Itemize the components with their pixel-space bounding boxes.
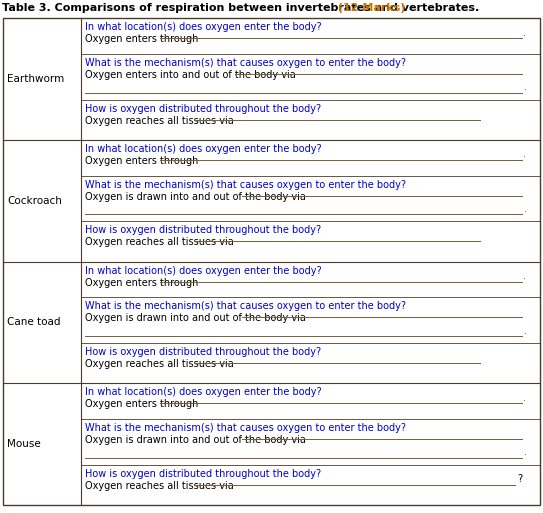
Text: How is oxygen distributed throughout the body?: How is oxygen distributed throughout the…	[85, 347, 321, 357]
Text: Oxygen reaches all tissues via: Oxygen reaches all tissues via	[85, 238, 233, 247]
Text: Oxygen enters into and out of the body via: Oxygen enters into and out of the body v…	[85, 70, 296, 80]
Text: Oxygen reaches all tissues via: Oxygen reaches all tissues via	[85, 115, 233, 126]
Text: Oxygen reaches all tissues via: Oxygen reaches all tissues via	[85, 481, 233, 491]
Text: Oxygen enters through: Oxygen enters through	[85, 156, 198, 166]
Text: Oxygen is drawn into and out of the body via: Oxygen is drawn into and out of the body…	[85, 313, 306, 323]
Text: Table 3. Comparisons of respiration between invertebrates and vertebrates.: Table 3. Comparisons of respiration betw…	[2, 3, 479, 13]
Text: What is the mechanism(s) that causes oxygen to enter the body?: What is the mechanism(s) that causes oxy…	[85, 58, 406, 68]
Text: In what location(s) does oxygen enter the body?: In what location(s) does oxygen enter th…	[85, 22, 321, 32]
Text: Oxygen enters through: Oxygen enters through	[85, 278, 198, 287]
Text: In what location(s) does oxygen enter the body?: In what location(s) does oxygen enter th…	[85, 266, 321, 275]
Text: What is the mechanism(s) that causes oxygen to enter the body?: What is the mechanism(s) that causes oxy…	[85, 423, 406, 433]
Text: In what location(s) does oxygen enter the body?: In what location(s) does oxygen enter th…	[85, 387, 321, 397]
Text: In what location(s) does oxygen enter the body?: In what location(s) does oxygen enter th…	[85, 144, 321, 154]
Text: .: .	[524, 204, 527, 214]
Text: .: .	[524, 82, 527, 92]
Text: Cane toad: Cane toad	[7, 318, 60, 327]
Text: What is the mechanism(s) that causes oxygen to enter the body?: What is the mechanism(s) that causes oxy…	[85, 180, 406, 190]
Text: How is oxygen distributed throughout the body?: How is oxygen distributed throughout the…	[85, 225, 321, 235]
Text: Oxygen is drawn into and out of the body via: Oxygen is drawn into and out of the body…	[85, 192, 306, 202]
Text: Oxygen is drawn into and out of the body via: Oxygen is drawn into and out of the body…	[85, 435, 306, 445]
Text: .: .	[523, 28, 526, 37]
Text: What is the mechanism(s) that causes oxygen to enter the body?: What is the mechanism(s) that causes oxy…	[85, 302, 406, 311]
Text: Oxygen reaches all tissues via: Oxygen reaches all tissues via	[85, 359, 233, 369]
Text: Mouse: Mouse	[7, 439, 41, 449]
Text: (12 Marks): (12 Marks)	[333, 3, 405, 13]
Text: Cockroach: Cockroach	[7, 195, 62, 206]
Text: How is oxygen distributed throughout the body?: How is oxygen distributed throughout the…	[85, 104, 321, 113]
Text: How is oxygen distributed throughout the body?: How is oxygen distributed throughout the…	[85, 469, 321, 479]
Text: .: .	[524, 447, 527, 457]
Text: .: .	[524, 326, 527, 336]
Text: .: .	[523, 271, 526, 281]
Text: Oxygen enters through: Oxygen enters through	[85, 399, 198, 409]
Text: ?: ?	[517, 475, 522, 484]
Text: Earthworm: Earthworm	[7, 74, 64, 84]
Text: Oxygen enters through: Oxygen enters through	[85, 34, 198, 44]
Text: .: .	[523, 393, 526, 403]
Text: .: .	[523, 149, 526, 159]
